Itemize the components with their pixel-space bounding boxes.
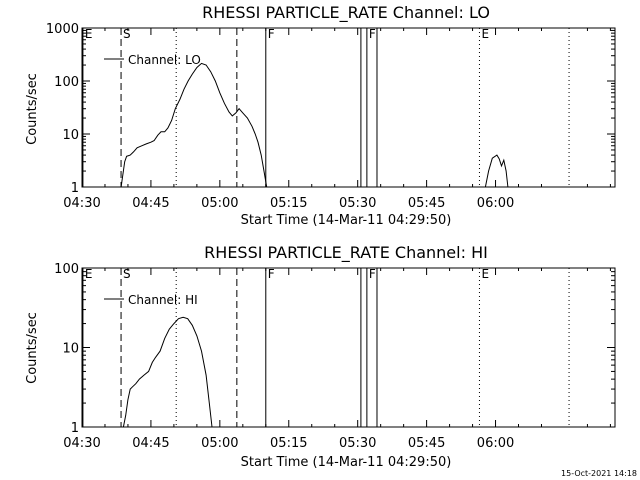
- lo-event-marker-label: E: [481, 27, 489, 41]
- lo-event-marker-label: E: [85, 27, 93, 41]
- lo-x-tick-label: 04:45: [132, 196, 169, 211]
- hi-x-tick-label: 04:30: [63, 436, 100, 451]
- hi-event-marker-label: F: [369, 267, 376, 281]
- lo-chart-title: RHESSI PARTICLE_RATE Channel: LO: [202, 3, 490, 23]
- hi-y-axis-label: Counts/sec: [25, 312, 40, 384]
- hi-x-tick-label: 04:45: [132, 436, 169, 451]
- hi-x-tick-label: 05:15: [270, 436, 307, 451]
- hi-legend-label: Channel: HI: [128, 293, 198, 307]
- hi-x-tick-label: 06:00: [477, 436, 514, 451]
- hi-x-axis-label: Start Time (14-Mar-11 04:29:50): [241, 455, 452, 470]
- lo-x-axis-label: Start Time (14-Mar-11 04:29:50): [241, 213, 452, 228]
- lo-plot-frame: [81, 27, 616, 188]
- hi-y-tick-label: 1: [71, 421, 79, 436]
- lo-rate-series-line: [484, 154, 509, 188]
- hi-x-tick-label: 05:00: [201, 436, 238, 451]
- lo-x-tick-label: 05:45: [408, 196, 445, 211]
- lo-event-marker-label: F: [268, 27, 275, 41]
- hi-x-tick-label: 05:30: [339, 436, 376, 451]
- hi-x-tick-label: 05:45: [408, 436, 445, 451]
- hi-event-marker-label: F: [268, 267, 275, 281]
- lo-y-tick-label: 10: [62, 128, 79, 143]
- lo-channel-panel: RHESSI PARTICLE_RATE Channel: LO Counts/…: [25, 3, 616, 228]
- hi-event-marker-label: S: [123, 267, 131, 281]
- hi-channel-panel: RHESSI PARTICLE_RATE Channel: HI Counts/…: [25, 243, 616, 470]
- footer-date-stamp: 15-Oct-2021 14:18: [561, 469, 637, 478]
- lo-event-marker-label: F: [369, 27, 376, 41]
- hi-chart-title: RHESSI PARTICLE_RATE Channel: HI: [204, 243, 488, 263]
- hi-y-tick-label: 100: [54, 262, 79, 277]
- lo-event-marker-label: S: [123, 27, 131, 41]
- lo-rate-series-line: [120, 62, 268, 188]
- lo-x-tick-label: 04:30: [63, 196, 100, 211]
- lo-y-tick-label: 1000: [46, 22, 79, 37]
- lo-x-tick-label: 05:00: [201, 196, 238, 211]
- hi-rate-series-line: [122, 316, 213, 428]
- lo-legend-label: Channel: LO: [128, 53, 201, 67]
- lo-y-tick-label: 1: [71, 181, 79, 196]
- hi-event-marker-label: E: [85, 267, 93, 281]
- lo-x-tick-label: 05:15: [270, 196, 307, 211]
- lo-y-tick-label: 100: [54, 75, 79, 90]
- hi-event-marker-label: E: [481, 267, 489, 281]
- lo-x-tick-label: 05:30: [339, 196, 376, 211]
- lo-x-tick-label: 06:00: [477, 196, 514, 211]
- hi-y-tick-label: 10: [62, 342, 79, 357]
- lo-y-axis-label: Counts/sec: [25, 73, 40, 145]
